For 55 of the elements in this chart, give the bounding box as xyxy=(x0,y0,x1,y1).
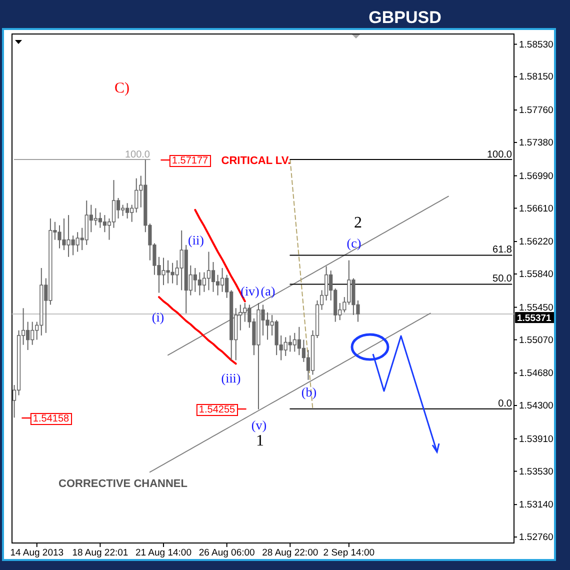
y-tick-label: 1.52760 xyxy=(519,532,554,544)
annotation: (iii) xyxy=(221,370,241,386)
candlestick xyxy=(220,268,224,292)
annotation: 100.0 xyxy=(486,150,512,160)
candlestick xyxy=(216,274,220,296)
y-tick-label: 1.54680 xyxy=(519,368,554,380)
x-tick-label: 18 Aug 22:01 xyxy=(72,548,128,559)
y-tick-label: 1.53910 xyxy=(519,434,554,445)
annotation: (a) xyxy=(260,284,276,299)
y-tick-label: 1.58150 xyxy=(519,72,554,83)
y-tick-label: 1.56220 xyxy=(519,236,554,248)
annotation: 1.54158 xyxy=(32,414,70,424)
y-tick-label: 1.55450 xyxy=(519,302,554,314)
annotation: (c) xyxy=(346,236,362,251)
y-tick-label: 1.55840 xyxy=(519,269,554,280)
y-tick-label: 1.57760 xyxy=(519,105,554,116)
annotation: C) xyxy=(114,80,130,96)
y-tick-label: 1.53140 xyxy=(519,500,554,511)
annotation: CRITICAL LV. xyxy=(221,154,291,167)
candlestick xyxy=(116,197,120,219)
line-series xyxy=(168,196,449,356)
y-tick-label: 1.57380 xyxy=(519,138,554,148)
y-tick-label: 1.53530 xyxy=(519,466,554,478)
annotation: 50.0 xyxy=(492,274,512,284)
annotation: (i) xyxy=(152,310,164,325)
annotation: 2 xyxy=(354,214,362,232)
candlestick xyxy=(112,180,116,228)
x-tick-label: 26 Aug 06:00 xyxy=(198,548,255,559)
annotation: (b) xyxy=(301,384,317,400)
y-tick-label: 1.54300 xyxy=(519,400,554,412)
annotation: 1.54255 xyxy=(198,404,236,416)
y-tick-label: 1.58530 xyxy=(519,39,554,50)
annotation: (ii) xyxy=(188,232,204,248)
annotation: (iv) xyxy=(240,284,260,299)
candlestick xyxy=(211,262,216,292)
line-series xyxy=(149,312,431,473)
annotation: 61.8 xyxy=(492,244,512,256)
y-tick-label: 1.56610 xyxy=(519,203,554,214)
candlestick xyxy=(102,214,107,233)
candlestick xyxy=(202,272,206,292)
x-tick-label: 2 Sep 14:00 xyxy=(323,548,375,559)
annotation: CORRECTIVE CHANNEL xyxy=(58,478,188,490)
chart-title: GBPUSD xyxy=(368,8,442,27)
candlestick xyxy=(206,251,211,291)
x-tick-label: 21 Aug 14:00 xyxy=(136,548,192,559)
ref-line-label: 1.55371 xyxy=(517,313,552,324)
annotation: (v) xyxy=(251,418,267,433)
y-tick-label: 1.55070 xyxy=(519,334,554,346)
annotation: 0.0 xyxy=(498,398,512,410)
annotation: 1.57177 xyxy=(172,156,209,166)
y-tick-label: 1.56990 xyxy=(519,170,554,182)
annotation: 1 xyxy=(256,432,264,450)
annotation: 100.0 xyxy=(124,150,150,160)
x-tick-label: 14 Aug 2013 xyxy=(10,548,64,559)
x-tick-label: 28 Aug 22:00 xyxy=(262,548,318,559)
